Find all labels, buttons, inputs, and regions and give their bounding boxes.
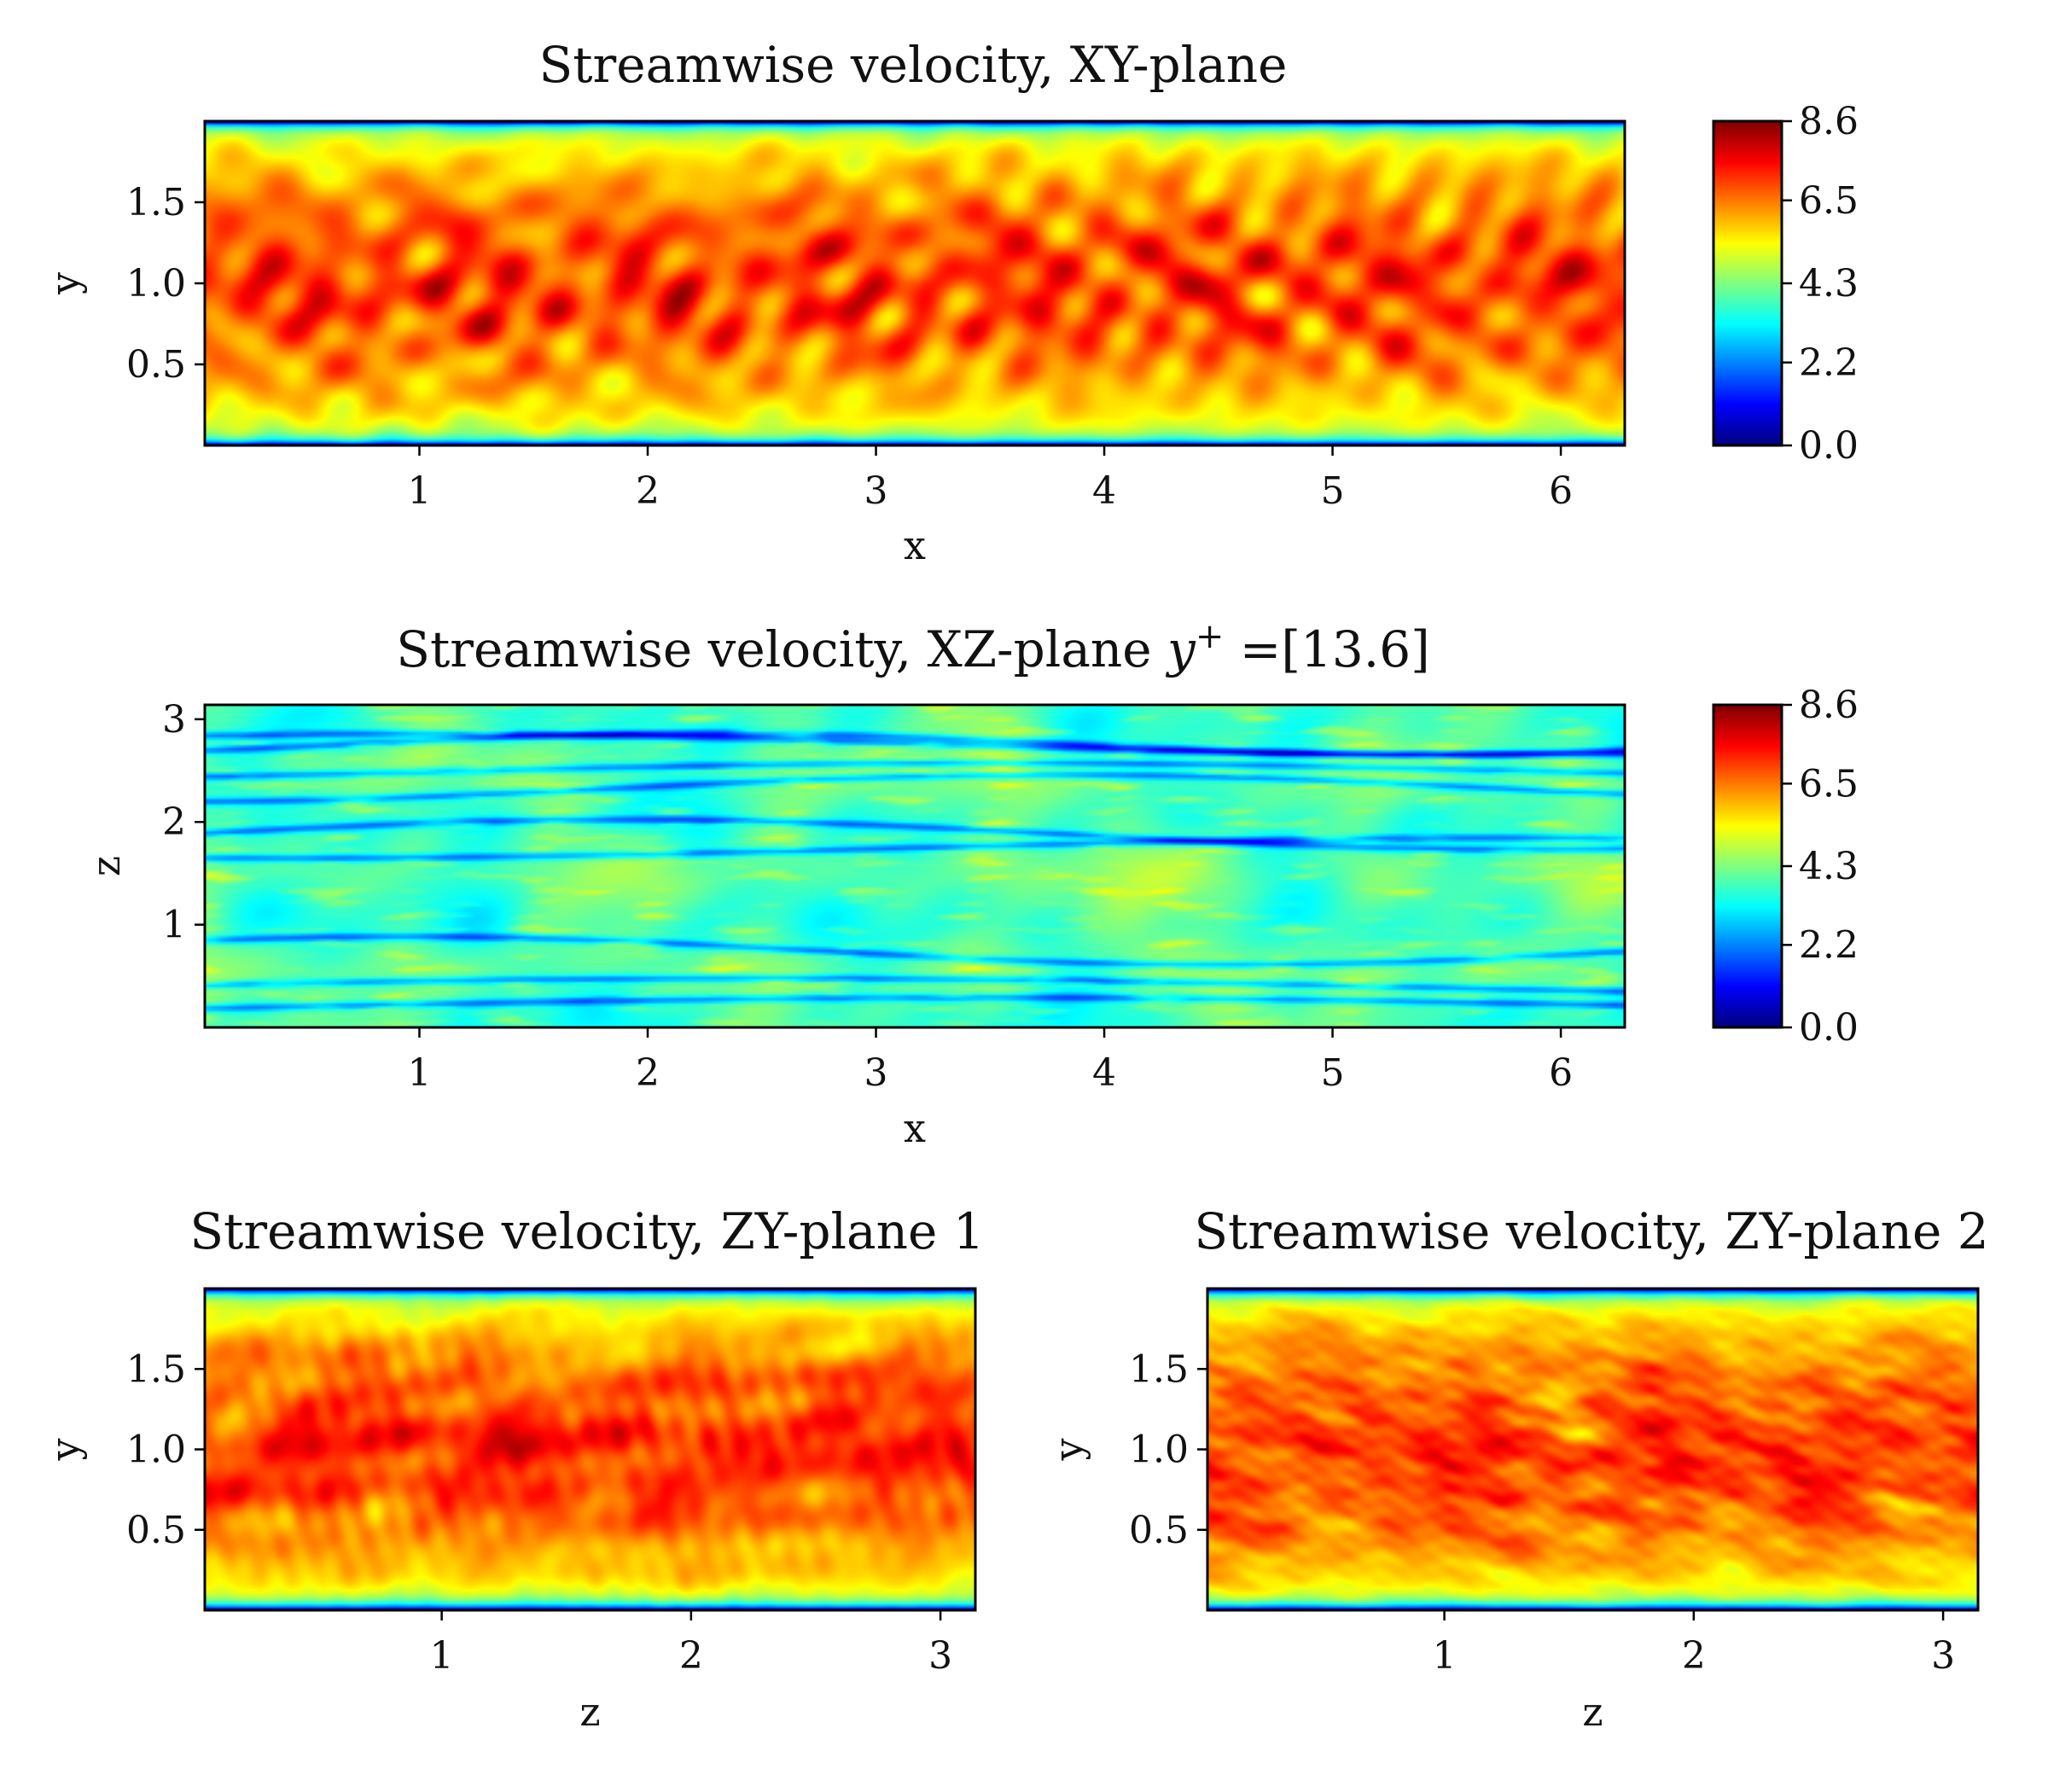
x-tick-label: 1: [407, 1051, 431, 1095]
x-axis-label: x: [904, 522, 926, 568]
y-axis-label: y: [42, 272, 88, 295]
colorbar-tick-label: 0.0: [1799, 1006, 1859, 1050]
heatmap-1: [205, 121, 1625, 445]
y-tick-label: 0.5: [126, 343, 186, 387]
colorbar-tick-label: 0.0: [1799, 424, 1859, 468]
x-tick-label: 5: [1321, 1051, 1345, 1095]
colorbar-gradient: [1713, 705, 1782, 1027]
colorbar-tick-label: 6.5: [1799, 179, 1859, 223]
colorbar-tick-label: 4.3: [1799, 262, 1859, 305]
x-tick-label: 1: [407, 469, 431, 513]
y-tick-label: 0.5: [1129, 1509, 1189, 1552]
colorbar-tick-label: 6.5: [1799, 762, 1859, 806]
plot-frame: [203, 703, 1626, 1029]
panel-1: Streamwise velocity, XY-plane 1 2 3 4 5 6 0.5 1.…: [42, 36, 1859, 568]
y-tick-label: 1.0: [126, 262, 186, 305]
x-tick-label: 1: [430, 1634, 454, 1678]
y-tick-label: 2: [162, 800, 186, 844]
panel-4: Streamwise velocity, ZY-plane 2 1 2 3 0.5 1.0…: [1045, 1202, 1989, 1735]
x-tick-label: 5: [1321, 469, 1345, 513]
y-tick-label: 1.5: [1129, 1347, 1189, 1391]
y-tick-label: 1.5: [126, 181, 186, 224]
x-tick-label: 2: [679, 1634, 703, 1678]
y-tick-label: 3: [162, 698, 186, 742]
x-tick-label: 4: [1092, 469, 1116, 513]
colorbar-tick-label: 2.2: [1799, 341, 1859, 385]
chart-title-text: Streamwise velocity, ZY-plane 2: [1194, 1202, 1988, 1260]
x-axis-label: z: [579, 1689, 600, 1735]
heatmap-2: [205, 705, 1625, 1027]
x-tick-label: 3: [1931, 1634, 1955, 1678]
colorbar-tick-label: 8.6: [1799, 684, 1859, 727]
panel-3: Streamwise velocity, ZY-plane 1 1 2 3 0.5 1.0…: [42, 1202, 985, 1735]
panel-2: Streamwise velocity, XZ-plane y+ =[13.6]…: [83, 617, 1859, 1151]
y-tick-label: 1.0: [126, 1428, 186, 1472]
y-tick-label: 1.5: [126, 1347, 186, 1391]
colorbar-gradient: [1713, 121, 1782, 445]
x-axis-label: x: [904, 1105, 926, 1151]
colorbar-tick-label: 4.3: [1799, 845, 1859, 888]
colorbar-tick-label: 8.6: [1799, 100, 1859, 143]
x-tick-label: 4: [1092, 1051, 1116, 1095]
chart-title: Streamwise velocity, ZY-plane 2: [1194, 1202, 1988, 1260]
x-tick-label: 3: [928, 1634, 952, 1678]
colorbar-tick-label: 2.2: [1799, 923, 1859, 967]
y-tick-label: 1: [162, 904, 186, 947]
x-tick-label: 3: [864, 1051, 888, 1095]
y-axis-label: y: [1045, 1439, 1091, 1462]
chart-title-text: Streamwise velocity, XZ-plane: [396, 620, 1167, 678]
y-axis-label: z: [83, 856, 129, 876]
chart-title-math-sup: +: [1196, 617, 1225, 656]
x-tick-label: 2: [636, 469, 660, 513]
y-tick-label: 0.5: [126, 1509, 186, 1552]
colorbar: 0.0 2.2 4.3 6.5 8.6: [1712, 684, 1859, 1050]
chart-title: Streamwise velocity, ZY-plane 1: [189, 1202, 984, 1260]
heatmap-3: [205, 1289, 975, 1610]
chart-title-math-base: y: [1165, 620, 1196, 678]
chart-title-text: Streamwise velocity, XY-plane: [539, 36, 1288, 94]
x-tick-label: 6: [1549, 469, 1573, 513]
chart-title-suffix: =[13.6]: [1224, 620, 1429, 678]
chart-title-text: Streamwise velocity, ZY-plane 1: [189, 1202, 984, 1260]
heatmap-4: [1207, 1289, 1978, 1610]
x-tick-label: 1: [1433, 1634, 1457, 1678]
x-tick-label: 2: [1682, 1634, 1706, 1678]
x-tick-label: 6: [1549, 1051, 1573, 1095]
colorbar: 0.0 2.2 4.3 6.5 8.6: [1712, 100, 1859, 468]
chart-title: Streamwise velocity, XZ-plane y+ =[13.6]: [396, 617, 1430, 678]
x-tick-label: 3: [864, 469, 888, 513]
y-tick-label: 1.0: [1129, 1428, 1189, 1472]
chart-title: Streamwise velocity, XY-plane: [539, 36, 1288, 94]
y-axis-label: y: [42, 1439, 88, 1462]
x-axis-label: z: [1582, 1689, 1603, 1735]
x-tick-label: 2: [636, 1051, 660, 1095]
